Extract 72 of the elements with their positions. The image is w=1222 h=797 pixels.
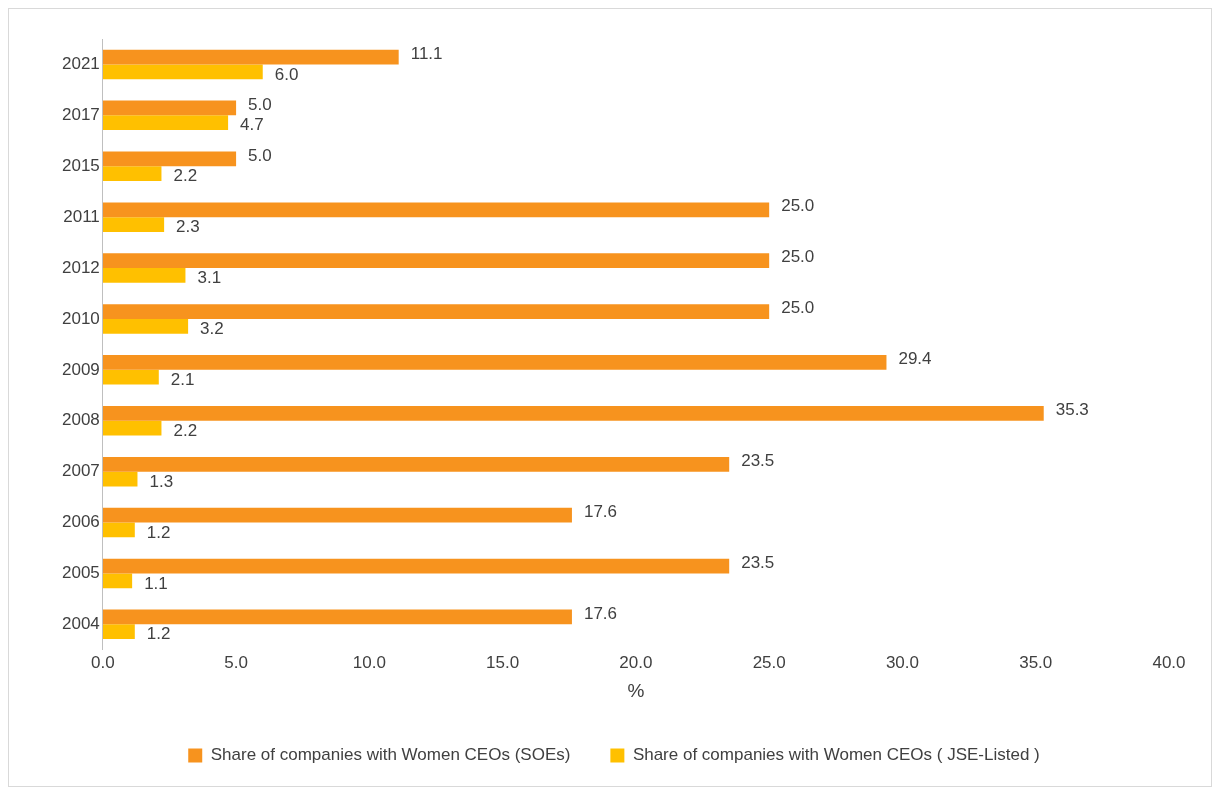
- x-tick-label: 30.0: [885, 652, 919, 672]
- data-label: 6.0: [274, 64, 299, 84]
- bar: [102, 507, 572, 523]
- bar: [102, 49, 399, 65]
- data-label: 2.2: [173, 166, 198, 186]
- data-label: 23.5: [741, 552, 775, 572]
- bar: [102, 217, 165, 232]
- bar: [102, 202, 770, 218]
- x-tick-label: 10.0: [352, 652, 386, 672]
- bar: [102, 558, 730, 574]
- y-tick-label: 2012: [61, 257, 100, 277]
- data-label: 35.3: [1055, 400, 1089, 420]
- bar: [102, 318, 189, 334]
- bar: [102, 456, 730, 472]
- x-tick-label: 25.0: [752, 652, 786, 672]
- y-tick-label: 2010: [61, 308, 100, 328]
- bar: [102, 166, 162, 182]
- y-tick-label: 2015: [61, 155, 100, 175]
- data-label: 25.0: [781, 196, 815, 216]
- bar: [102, 151, 237, 167]
- bar: [102, 471, 138, 487]
- data-label: 17.6: [583, 603, 618, 623]
- data-label: 4.7: [240, 115, 264, 135]
- bar: [102, 369, 159, 385]
- bar: [102, 304, 770, 319]
- data-label: 1.2: [146, 522, 171, 542]
- y-tick-label: 2011: [63, 206, 100, 226]
- legend-label: Share of companies with Women CEOs (SOEs): [210, 745, 571, 765]
- data-label: 29.4: [898, 349, 932, 369]
- bar: [102, 253, 770, 269]
- y-tick-label: 2006: [61, 512, 100, 532]
- data-label: 3.1: [197, 268, 222, 288]
- bar: [102, 522, 135, 538]
- y-tick-label: 2007: [61, 461, 100, 481]
- data-label: 2.2: [173, 420, 198, 440]
- data-label: 23.5: [741, 450, 775, 470]
- bar: [102, 355, 887, 370]
- x-tick-label: 0.0: [91, 652, 115, 672]
- data-label: 1.3: [149, 471, 174, 491]
- y-tick-label: 2021: [61, 54, 100, 74]
- x-tick-label: 35.0: [1019, 652, 1053, 672]
- x-axis-title: %: [627, 679, 645, 701]
- data-label: 5.0: [248, 145, 272, 165]
- y-tick-label: 2017: [61, 105, 100, 125]
- data-label: 5.0: [248, 94, 272, 114]
- data-label: 2.3: [176, 217, 200, 237]
- y-tick-label: 2009: [61, 359, 100, 379]
- data-label: 2.1: [170, 369, 195, 389]
- y-tick-label: 2004: [61, 614, 100, 634]
- x-tick-label: 40.0: [1152, 652, 1186, 672]
- data-label: 25.0: [781, 298, 815, 318]
- data-label: 17.6: [583, 501, 618, 521]
- x-tick-label: 20.0: [619, 652, 653, 672]
- x-tick-label: 15.0: [486, 652, 520, 672]
- y-tick-label: 2005: [61, 563, 100, 583]
- legend-label: Share of companies with Women CEOs ( JSE-Listed ): [632, 745, 1040, 765]
- data-label: 1.2: [146, 624, 171, 644]
- bar: [102, 405, 1044, 421]
- bar: [102, 100, 237, 116]
- y-tick-label: 2008: [61, 410, 100, 430]
- data-label: 3.2: [200, 319, 224, 339]
- data-label: 25.0: [781, 247, 815, 267]
- data-label: 1.1: [144, 573, 168, 593]
- bar: [102, 115, 229, 131]
- x-tick-label: 5.0: [224, 652, 248, 672]
- bar: [102, 64, 263, 80]
- bar: [102, 573, 133, 589]
- bar: [102, 624, 135, 640]
- data-label: 11.1: [410, 43, 443, 63]
- bar: [102, 420, 162, 436]
- bar: [102, 609, 572, 625]
- bar: [102, 268, 186, 283]
